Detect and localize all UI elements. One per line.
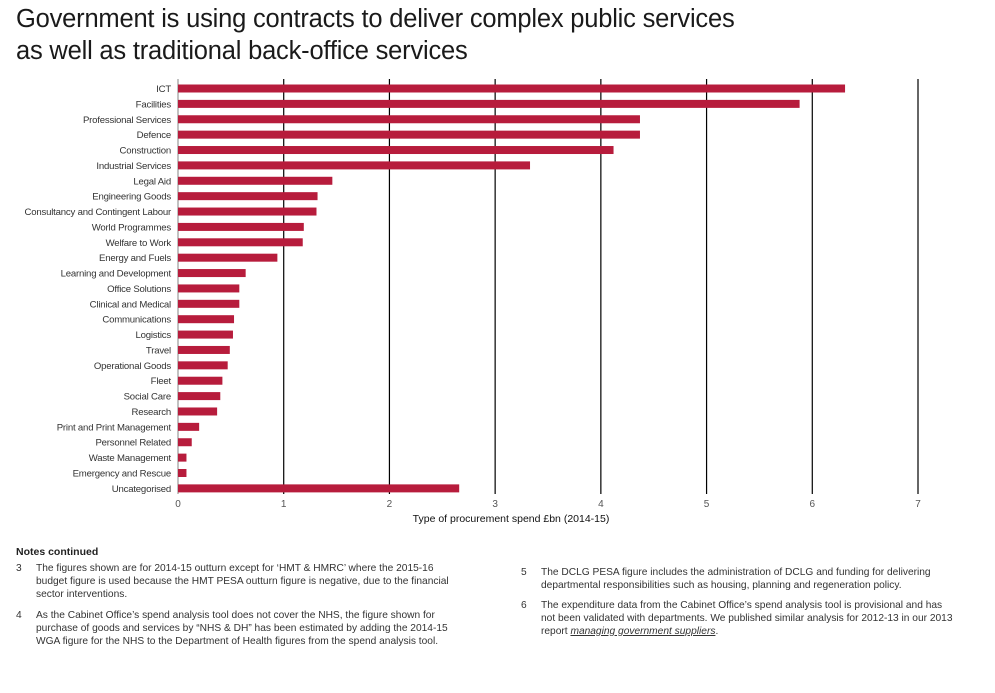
- bar: [178, 453, 187, 462]
- category-label: Defence: [137, 130, 171, 141]
- bar: [178, 99, 800, 108]
- bar-chart: ICT Facilities Professional Services Defenc…: [25, 79, 921, 525]
- category-label: Personnel Related: [95, 438, 171, 449]
- bar: [178, 176, 333, 185]
- note-text: The DCLG PESA figure includes the admini…: [541, 567, 931, 591]
- category-label: Construction: [120, 146, 171, 157]
- gridlines: [177, 79, 919, 494]
- bar: [178, 192, 318, 201]
- bar: [178, 392, 221, 401]
- bar: [178, 146, 614, 155]
- note-number: 5: [521, 567, 527, 578]
- category-label: Operational Goods: [94, 361, 172, 372]
- x-tick-label: 7: [915, 499, 921, 510]
- note-text: The expenditure data from the Cabinet Of…: [541, 600, 953, 637]
- bar: [178, 207, 317, 216]
- note-text: As the Cabinet Office’s spend analysis t…: [36, 610, 448, 647]
- category-label: Communications: [102, 315, 171, 326]
- bar: [178, 407, 218, 416]
- category-label: Engineering Goods: [92, 192, 171, 203]
- category-label: Legal Aid: [133, 176, 171, 187]
- bar: [178, 299, 240, 308]
- notes-heading: Notes continued: [16, 546, 99, 558]
- bar: [178, 361, 228, 370]
- report-link[interactable]: managing government suppliers: [570, 625, 716, 637]
- category-label: Travel: [146, 345, 171, 356]
- bar: [178, 376, 223, 385]
- title-line-1: Government is using contracts to deliver…: [16, 5, 735, 33]
- category-label: Energy and Fuels: [99, 253, 171, 264]
- x-tick-label: 2: [387, 499, 393, 510]
- page-title: Government is using contracts to deliver…: [16, 3, 735, 67]
- bar: [178, 253, 278, 262]
- category-label: Social Care: [124, 392, 171, 403]
- note-number: 6: [521, 600, 527, 611]
- bar: [178, 130, 640, 139]
- x-tick-label: 6: [810, 499, 816, 510]
- bar: [178, 345, 230, 354]
- bar: [178, 315, 235, 324]
- bar: [178, 269, 246, 278]
- bar: [178, 422, 200, 431]
- category-label: Clinical and Medical: [90, 299, 171, 310]
- bar: [178, 222, 304, 231]
- x-tick-label: 1: [281, 499, 287, 510]
- category-label: Facilities: [136, 99, 172, 110]
- category-label: Welfare to Work: [106, 238, 172, 249]
- bar: [178, 115, 640, 124]
- category-label: Consultancy and Contingent Labour: [25, 207, 172, 218]
- category-label: Fleet: [151, 376, 172, 387]
- title-line-2: as well as traditional back-office servi…: [16, 37, 468, 65]
- x-tick-label: 4: [598, 499, 604, 510]
- category-label: Emergency and Rescue: [73, 469, 171, 480]
- category-label: Office Solutions: [107, 284, 171, 295]
- category-label: Uncategorised: [112, 484, 171, 495]
- bar: [178, 284, 240, 293]
- category-label: Learning and Development: [61, 269, 172, 280]
- category-label: Waste Management: [89, 453, 172, 464]
- category-label: ICT: [156, 84, 171, 95]
- x-tick-label: 5: [704, 499, 710, 510]
- category-label: World Programmes: [92, 222, 172, 233]
- bar: [178, 484, 460, 493]
- note-number: 3: [16, 563, 22, 574]
- category-label: Professional Services: [83, 115, 171, 126]
- bar: [178, 330, 233, 339]
- bar: [178, 438, 192, 447]
- bar: [178, 161, 531, 170]
- category-label: Logistics: [135, 330, 171, 341]
- bar: [178, 238, 303, 247]
- note-number: 4: [16, 610, 22, 621]
- category-labels: ICT Facilities Professional Services Defenc…: [25, 84, 173, 495]
- x-tick-labels: 0 1 2 3 4 5 6 7: [175, 499, 921, 510]
- note-text: The figures shown are for 2014-15 outtur…: [36, 563, 449, 600]
- bars: [178, 84, 846, 493]
- x-tick-label: 0: [175, 499, 181, 510]
- category-label: Print and Print Management: [57, 422, 172, 433]
- x-tick-label: 3: [492, 499, 498, 510]
- bar: [178, 84, 846, 93]
- bar: [178, 469, 187, 477]
- category-label: Research: [132, 407, 171, 418]
- x-axis-label: Type of procurement spend £bn (2014-15): [413, 513, 610, 525]
- category-label: Industrial Services: [96, 161, 171, 172]
